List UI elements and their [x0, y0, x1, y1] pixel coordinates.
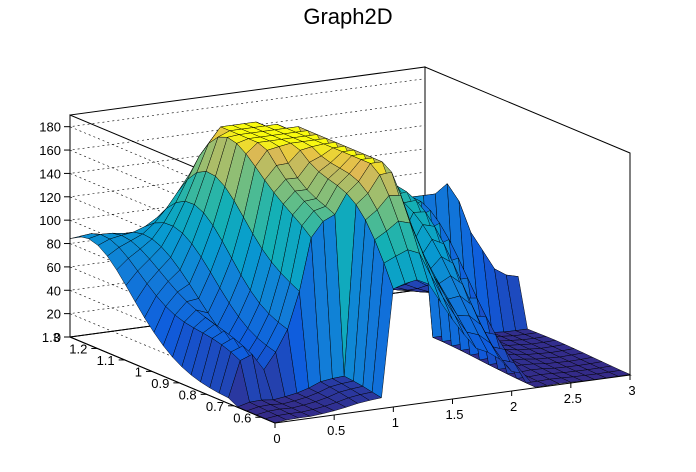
y-tick-label: 1.1 [97, 353, 115, 368]
x-tick-label: 0 [273, 431, 280, 446]
z-tick-label: 100 [39, 213, 61, 228]
x-tick-label: 3 [628, 383, 635, 398]
z-tick-label: 60 [47, 260, 61, 275]
y-tick-label: 1.2 [69, 341, 87, 356]
z-tick-label: 140 [39, 166, 61, 181]
z-tick-label: 180 [39, 120, 61, 135]
chart-title: Graph2D [303, 4, 393, 29]
z-grid-line [68, 78, 426, 213]
x-tick-label: 1 [392, 415, 399, 430]
y-tick-label: 1.3 [42, 330, 60, 345]
x-tick-label: 0.5 [327, 423, 345, 438]
z-tick-label: 80 [47, 237, 61, 252]
x-tick-label: 2.5 [564, 391, 582, 406]
z-tick-label: 160 [39, 143, 61, 158]
surface-mesh [69, 121, 631, 423]
x-tick-label: 1.5 [445, 407, 463, 422]
y-tick-label: 1 [135, 364, 142, 379]
z-tick-label: 20 [47, 307, 61, 322]
z-grid-line [68, 101, 426, 237]
surface-cell [607, 370, 631, 377]
z-tick-label: 40 [47, 283, 61, 298]
y-tick-label: 0.7 [206, 399, 224, 414]
y-tick-label: 0.9 [151, 376, 169, 391]
axis-ticks: 00.511.522.530.60.70.80.911.11.21.302040… [39, 120, 635, 446]
y-tick-label: 0.6 [233, 410, 251, 425]
y-tick-label: 0.8 [179, 387, 197, 402]
z-tick-label: 0 [54, 330, 61, 345]
x-tick-label: 2 [510, 399, 517, 414]
z-tick-label: 120 [39, 190, 61, 205]
